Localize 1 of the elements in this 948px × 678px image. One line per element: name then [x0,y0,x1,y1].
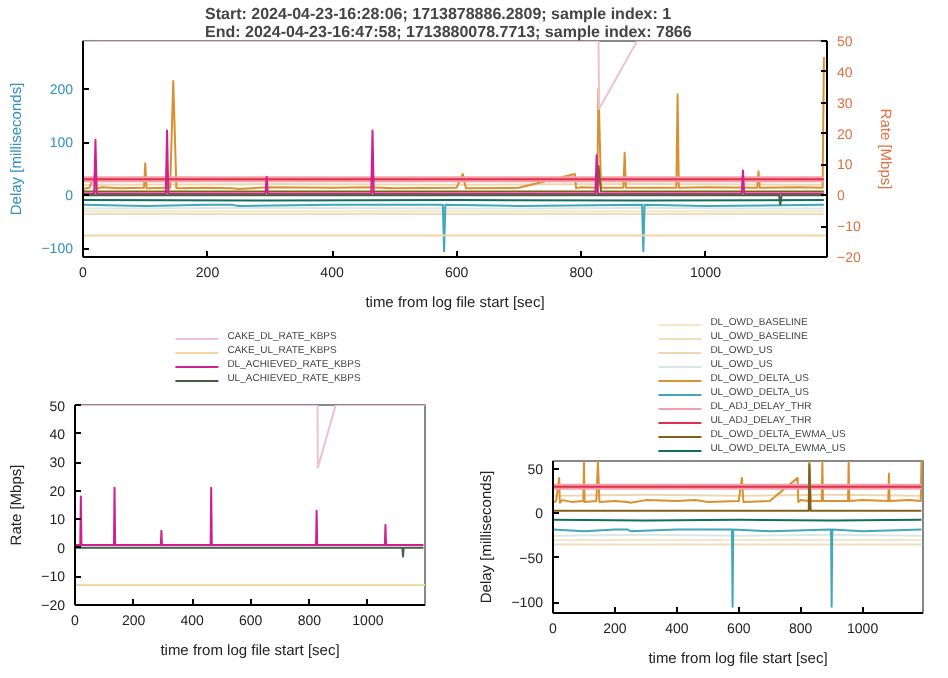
chart-title: Start: 2024-04-23-16:28:06; 1713878886.2809; sample index: 1 End: 2024-04-23-16:47:58; 1713880078.7713; sample index: 7866 [205,5,693,41]
